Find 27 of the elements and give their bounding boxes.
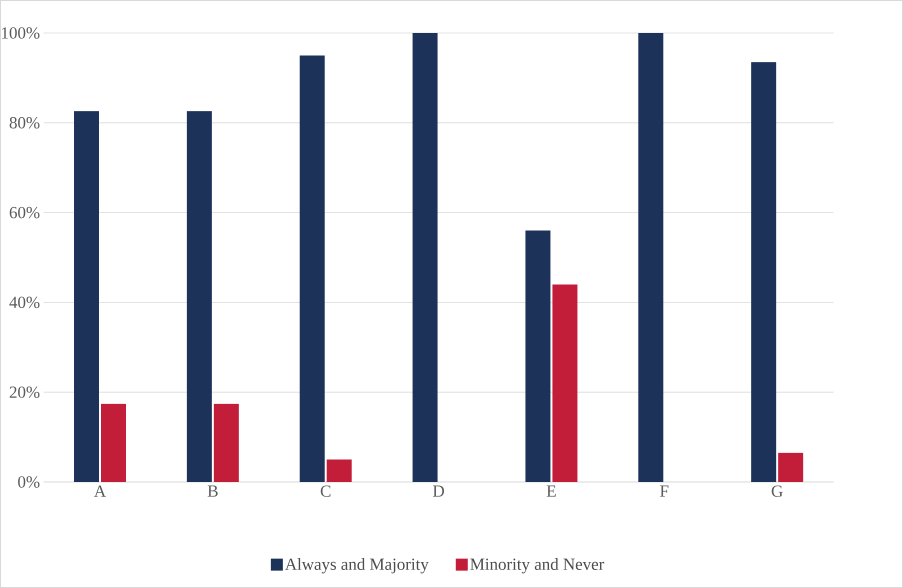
x-tick-label: C (320, 486, 330, 497)
bar (300, 55, 325, 482)
y-tick-label: 100% (2, 27, 40, 39)
x-tick-label: B (208, 486, 218, 497)
bar (74, 111, 100, 482)
legend-label: Minority and Never (470, 558, 604, 574)
x-tick-label: F (660, 486, 668, 497)
bar (214, 404, 239, 482)
bar (100, 404, 126, 482)
bar (552, 284, 578, 482)
bar (326, 460, 352, 482)
x-tick-label: G (772, 486, 783, 497)
y-tick-label: 80% (10, 117, 40, 129)
legend-label: Always and Majority (285, 558, 429, 574)
y-tick-label: 20% (10, 386, 40, 398)
bar (638, 32, 664, 482)
x-tick-label: A (94, 486, 106, 497)
x-tick-label: D (432, 486, 444, 497)
y-tick-label: 0% (18, 476, 40, 488)
bar (525, 230, 550, 482)
x-tick-label: E (546, 486, 556, 497)
y-tick-label: 40% (9, 296, 40, 308)
bar (186, 111, 212, 482)
bar (778, 452, 804, 482)
y-tick-label: 60% (10, 206, 40, 218)
bar (751, 62, 776, 482)
bar (412, 32, 438, 482)
